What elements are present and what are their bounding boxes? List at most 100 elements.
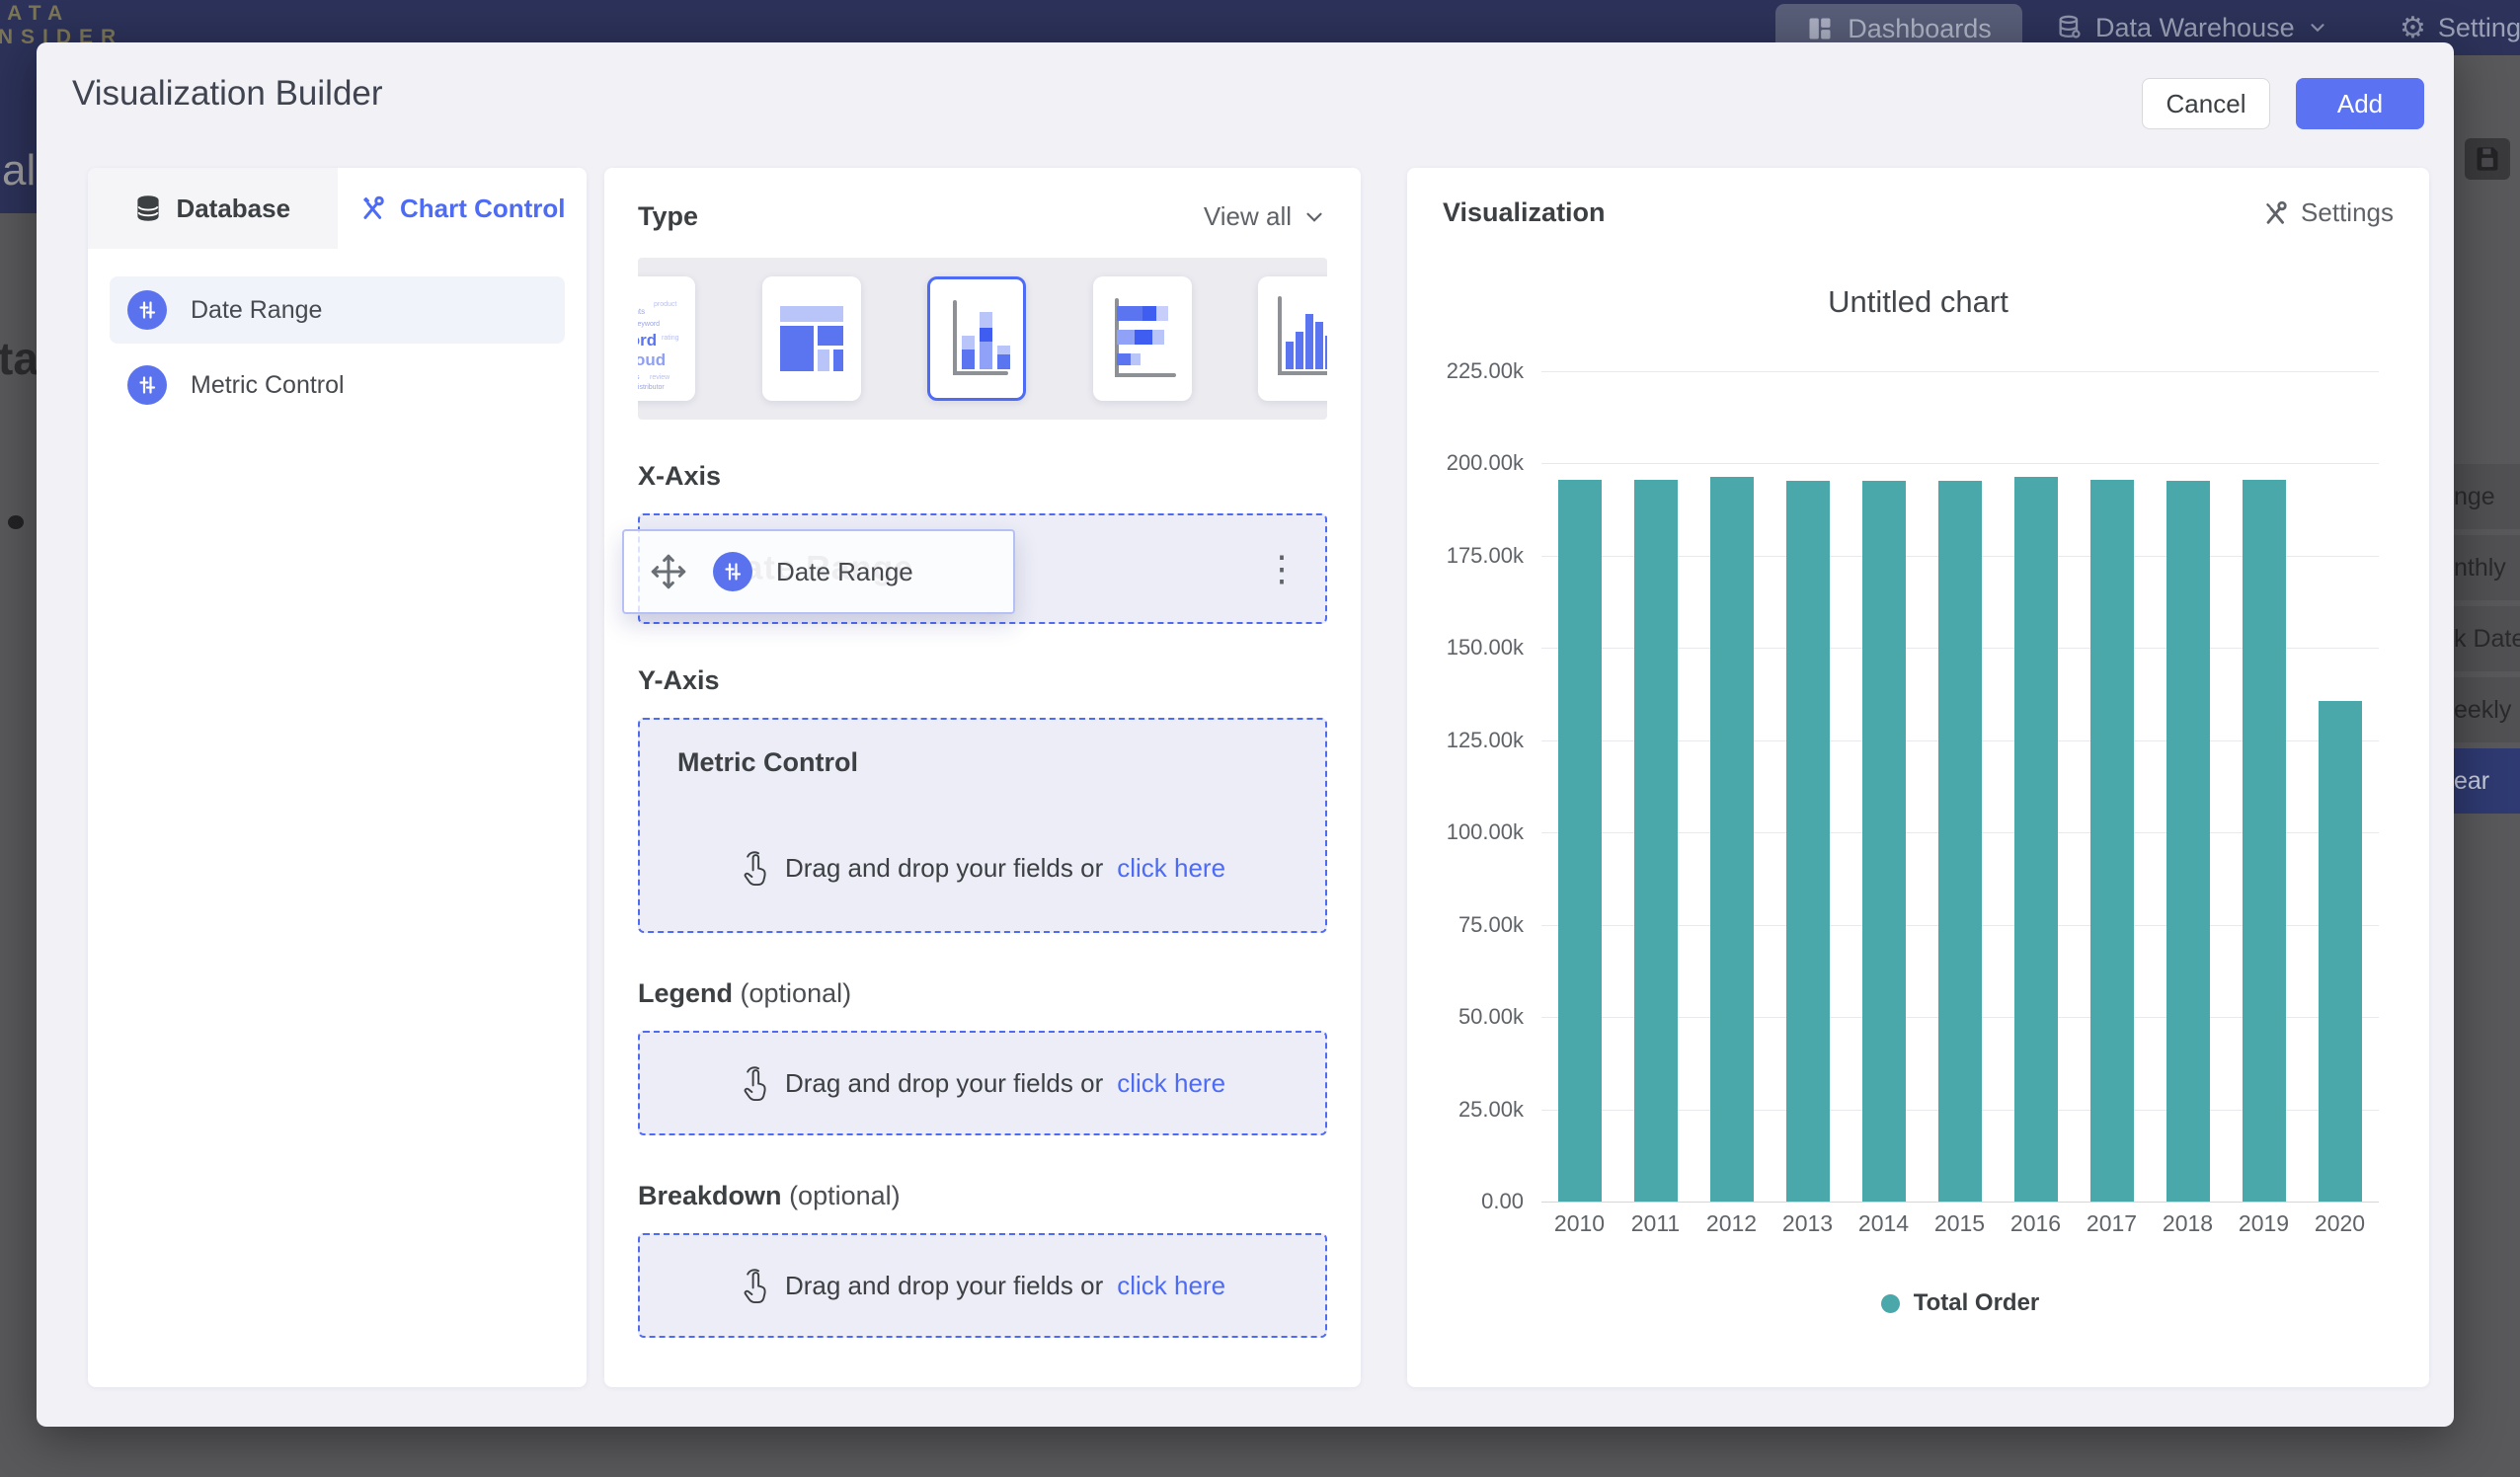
bar-2016[interactable] — [2013, 476, 2058, 1202]
bar-2011[interactable] — [1633, 480, 1678, 1202]
database-icon — [134, 194, 162, 222]
kebab-menu-icon[interactable]: ⋮ — [1264, 548, 1299, 588]
bar-2010[interactable] — [1557, 480, 1602, 1202]
x-axis-drop-zone[interactable]: Date Range ⋮ Date Range — [622, 513, 1327, 624]
tools-icon — [358, 194, 386, 222]
x-axis-tick-label: 2011 — [1630, 1210, 1681, 1236]
visualization-panel: Visualization Settings Untitled chart 22… — [1407, 168, 2429, 1387]
legend-section-label: Legend (optional) — [638, 978, 1327, 1009]
bar-2017[interactable] — [2089, 479, 2134, 1202]
modal-title: Visualization Builder — [72, 74, 383, 113]
x-axis-tick-label: 2019 — [2238, 1210, 2290, 1236]
svg-text:rating: rating — [662, 335, 679, 342]
bar-2018[interactable] — [2166, 481, 2210, 1202]
sliders-icon — [127, 290, 167, 330]
bg-dropdown-item-label: nthly — [2454, 554, 2506, 582]
chart-type-thumb-word-cloud[interactable]: insights product keyword Word rating Clo… — [638, 276, 695, 401]
bg-dropdown-item[interactable]: k Date — [2454, 606, 2520, 671]
chart-title: Untitled chart — [1828, 284, 2008, 319]
bar-2015[interactable] — [1937, 481, 1982, 1202]
breakdown-label-text: Breakdown — [638, 1181, 782, 1210]
y-axis-tick-label: 100.00k — [1446, 819, 1524, 845]
nav-label-data-warehouse: Data Warehouse — [2095, 12, 2295, 42]
bg-dropdown-item[interactable]: ear — [2454, 748, 2520, 814]
x-axis-tick-label: 2016 — [2009, 1210, 2062, 1236]
y-axis-tick-label: 225.00k — [1446, 358, 1524, 383]
y-axis-tick-label: 25.00k — [1457, 1096, 1524, 1122]
y-axis-label: Y-Axis — [638, 665, 720, 695]
x-axis-tick-label: 2010 — [1553, 1210, 1606, 1236]
bar-2012[interactable] — [1709, 477, 1754, 1202]
visualization-header: Visualization — [1443, 197, 1606, 227]
tab-chart-control-label: Chart Control — [399, 193, 566, 223]
bg-dropdown-item[interactable]: eekly — [2454, 677, 2520, 742]
field-item-label: Metric Control — [191, 370, 345, 399]
bar-2020[interactable] — [2318, 701, 2362, 1202]
svg-text:review: review — [650, 374, 670, 381]
chart-legend[interactable]: Total Order — [1541, 1289, 2379, 1317]
click-here-link[interactable]: click here — [1117, 1067, 1226, 1098]
click-here-link[interactable]: click here — [1117, 852, 1226, 883]
stacked-bar-preview — [1114, 298, 1176, 377]
y-axis-tick-label: 175.00k — [1446, 542, 1524, 568]
nav-item-data-warehouse[interactable]: Data Warehouse — [2056, 0, 2328, 55]
tap-hand-icon — [740, 1065, 771, 1101]
breakdown-optional-text: (optional) — [789, 1181, 901, 1210]
chart-settings-button[interactable]: Settings — [2261, 197, 2394, 228]
add-button[interactable]: Add — [2296, 78, 2424, 129]
bg-dropdown-item[interactable]: nge — [2454, 464, 2520, 529]
chart-type-thumb-stacked-bar[interactable] — [1092, 276, 1192, 401]
dashboards-grid-icon — [1806, 15, 1834, 42]
x-axis-label: X-Axis — [638, 461, 722, 491]
click-here-link[interactable]: click here — [1117, 1270, 1226, 1300]
gridline — [1541, 371, 2379, 372]
data-warehouse-icon — [2056, 14, 2084, 41]
tab-database-label: Database — [176, 193, 291, 223]
y-axis-drop-zone[interactable]: Metric Control Drag and drop your fields… — [638, 718, 1327, 933]
svg-text:insights: insights — [638, 307, 645, 316]
bar-2013[interactable] — [1785, 480, 1830, 1202]
field-item-metric-control[interactable]: Metric Control — [110, 351, 565, 419]
tab-database[interactable]: Database — [88, 168, 338, 249]
dragged-field-card[interactable]: Date Range — [622, 529, 1015, 614]
chevron-down-icon — [2307, 17, 2328, 39]
y-axis-tick-label: 50.00k — [1457, 1004, 1524, 1030]
svg-text:keyword: keyword — [638, 321, 660, 328]
gear-icon: ⚙ — [2400, 11, 2426, 44]
bar-2014[interactable] — [1861, 480, 1906, 1202]
save-icon[interactable] — [2465, 138, 2510, 180]
svg-text:product: product — [654, 301, 676, 308]
fields-panel: Database Chart Control Date Range — [88, 168, 587, 1387]
svg-text:distributor: distributor — [638, 384, 665, 391]
cancel-button[interactable]: Cancel — [2142, 78, 2270, 129]
bg-dropdown-item-label: ear — [2454, 767, 2490, 795]
breakdown-drop-zone[interactable]: Drag and drop your fields or click here — [638, 1233, 1327, 1338]
field-item-label: Date Range — [191, 295, 323, 324]
word-cloud-preview: insights product keyword Word rating Clo… — [638, 301, 679, 391]
legend-series-label: Total Order — [1913, 1289, 2040, 1316]
nav-item-settings[interactable]: ⚙ Settings — [2400, 0, 2520, 55]
fields-panel-tabs: Database Chart Control — [88, 168, 587, 249]
logo-line-1: DATA — [0, 2, 71, 25]
chart-type-thumb-treemap[interactable] — [761, 276, 861, 401]
dragged-field-label: Date Range — [776, 556, 913, 586]
field-item-date-range[interactable]: Date Range — [110, 276, 565, 344]
tab-chart-control[interactable]: Chart Control — [337, 168, 587, 249]
tap-hand-icon — [740, 850, 771, 886]
svg-text:Word: Word — [638, 331, 657, 350]
x-axis-tick-label: 2020 — [2314, 1210, 2366, 1236]
legend-drop-zone[interactable]: Drag and drop your fields or click here — [638, 1031, 1327, 1135]
sliders-icon — [713, 552, 752, 591]
svg-text:Cloud: Cloud — [638, 350, 666, 369]
legend-swatch — [1880, 1293, 1900, 1313]
y-axis-tick-label: 200.00k — [1446, 450, 1524, 476]
chart-type-thumb-stacked-column[interactable] — [927, 276, 1026, 401]
bar-2019[interactable] — [2242, 480, 2286, 1202]
bg-dropdown-item[interactable]: nthly — [2454, 535, 2520, 600]
x-axis-tick-label: 2013 — [1781, 1210, 1834, 1236]
x-axis-tick-label: 2018 — [2162, 1210, 2214, 1236]
bg-text-fragment-2: ta — [0, 333, 39, 384]
view-all-dropdown[interactable]: View all — [1204, 201, 1327, 232]
chart-type-thumb-histogram[interactable] — [1258, 276, 1327, 401]
